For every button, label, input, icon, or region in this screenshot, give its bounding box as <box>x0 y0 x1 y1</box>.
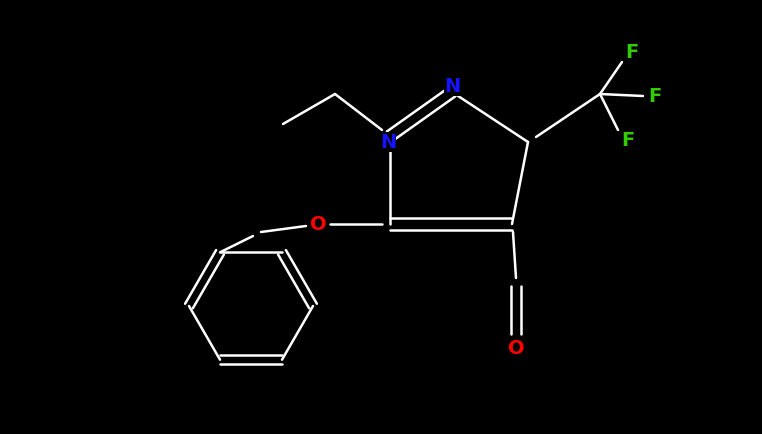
Text: F: F <box>621 131 635 149</box>
Text: N: N <box>444 76 460 95</box>
Text: O: O <box>507 339 524 358</box>
Text: F: F <box>648 86 661 105</box>
Text: O: O <box>309 214 326 233</box>
Text: F: F <box>626 43 639 62</box>
Text: N: N <box>380 132 396 151</box>
